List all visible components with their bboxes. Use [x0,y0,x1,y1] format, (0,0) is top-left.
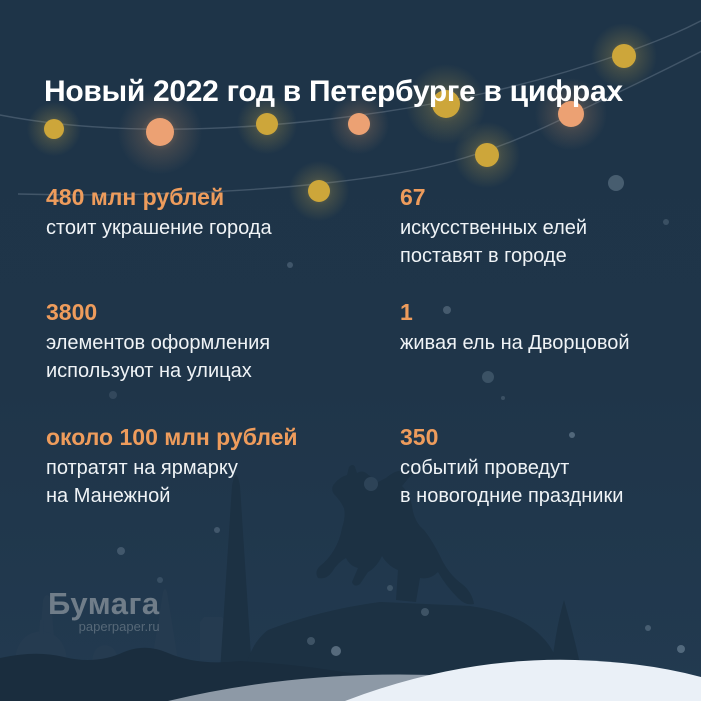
stat-fair-spending: около 100 млн рублей потратят на ярмарку… [46,422,376,510]
stat-city-decoration-cost: 480 млн рублей стоит украшение города [46,182,376,242]
stat-artificial-trees: 67 искусственных елей поставят в городе [400,182,690,270]
stat-label: живая ель на Дворцовой [400,332,630,354]
stat-live-tree: 1 живая ель на Дворцовой [400,297,690,357]
stat-label: стоит украшение города [46,217,272,239]
stat-decor-elements: 3800 элементов оформления используют на … [46,297,376,385]
stat-label: событий проведут в новогодние праздники [400,457,624,507]
garland-lights-icon [44,44,636,202]
stat-value: 67 [400,184,426,210]
stat-value: 1 [400,299,413,325]
snow-hill-white [345,659,701,701]
stat-label: элементов оформления используют на улица… [46,332,271,382]
stat-value: 350 [400,424,439,450]
stat-label: искусственных елей поставят в городе [400,217,588,267]
stat-events-count: 350 событий проведут в новогодние праздн… [400,422,690,510]
logo-wordmark: Бумага [48,586,160,621]
stat-label: потратят на ярмарку на Манежной [46,457,238,507]
paperpaper-logo: Бумага paperpaper.ru [48,587,160,634]
page-title: Новый 2022 год в Петербурге в цифрах [44,75,623,109]
stat-value: 480 млн рублей [46,184,225,210]
logo-domain: paperpaper.ru [78,619,160,634]
snowflake-bokeh-dots [109,175,685,656]
stat-value: около 100 млн рублей [46,424,298,450]
stat-value: 3800 [46,299,98,325]
